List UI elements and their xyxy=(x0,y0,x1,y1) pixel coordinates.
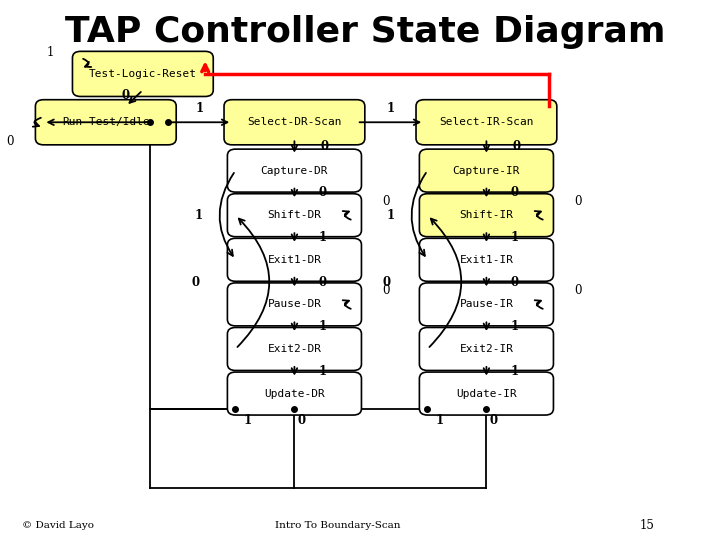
Text: 0: 0 xyxy=(510,275,519,288)
Text: Update-IR: Update-IR xyxy=(456,389,517,399)
Text: 1: 1 xyxy=(196,103,204,116)
Text: Update-DR: Update-DR xyxy=(264,389,325,399)
FancyBboxPatch shape xyxy=(416,100,557,145)
Text: Shift-DR: Shift-DR xyxy=(267,210,321,220)
FancyBboxPatch shape xyxy=(228,283,361,326)
Text: 0: 0 xyxy=(122,89,130,102)
Text: TAP Controller State Diagram: TAP Controller State Diagram xyxy=(65,15,665,49)
Text: 1: 1 xyxy=(387,103,395,116)
FancyBboxPatch shape xyxy=(73,51,213,97)
Text: Shift-IR: Shift-IR xyxy=(459,210,513,220)
Text: Intro To Boundary-Scan: Intro To Boundary-Scan xyxy=(276,521,401,530)
Text: Exit2-IR: Exit2-IR xyxy=(459,344,513,354)
Text: 0: 0 xyxy=(319,275,327,288)
Text: 0: 0 xyxy=(319,186,327,199)
Text: Pause-DR: Pause-DR xyxy=(267,299,321,309)
FancyBboxPatch shape xyxy=(419,194,554,237)
Text: 0: 0 xyxy=(191,275,199,288)
Text: 1: 1 xyxy=(319,320,327,333)
FancyBboxPatch shape xyxy=(419,283,554,326)
Text: 1: 1 xyxy=(319,364,327,378)
Text: 0: 0 xyxy=(6,134,14,147)
Text: 1: 1 xyxy=(194,208,202,222)
Text: 0: 0 xyxy=(510,186,519,199)
FancyBboxPatch shape xyxy=(35,100,176,145)
Text: © David Layo: © David Layo xyxy=(22,521,94,530)
Text: 1: 1 xyxy=(436,414,444,427)
FancyBboxPatch shape xyxy=(419,238,554,281)
Text: 1: 1 xyxy=(510,231,519,244)
Text: 0: 0 xyxy=(574,195,582,208)
Text: Test-Logic-Reset: Test-Logic-Reset xyxy=(89,69,197,79)
Text: 0: 0 xyxy=(297,414,305,427)
Text: Capture-IR: Capture-IR xyxy=(453,166,520,176)
FancyBboxPatch shape xyxy=(228,238,361,281)
Text: 0: 0 xyxy=(574,285,582,298)
FancyBboxPatch shape xyxy=(228,372,361,415)
Text: Exit2-DR: Exit2-DR xyxy=(267,344,321,354)
Text: 0: 0 xyxy=(320,140,329,153)
Text: 0: 0 xyxy=(383,275,391,288)
Text: 0: 0 xyxy=(382,285,390,298)
Text: Run-Test/Idle: Run-Test/Idle xyxy=(62,117,150,127)
Text: Pause-IR: Pause-IR xyxy=(459,299,513,309)
FancyBboxPatch shape xyxy=(419,327,554,370)
Text: Exit1-IR: Exit1-IR xyxy=(459,255,513,265)
Text: 0: 0 xyxy=(513,140,521,153)
Text: 1: 1 xyxy=(510,364,519,378)
Text: 1: 1 xyxy=(47,46,54,59)
Text: Select-DR-Scan: Select-DR-Scan xyxy=(247,117,342,127)
FancyBboxPatch shape xyxy=(419,372,554,415)
Text: 1: 1 xyxy=(319,231,327,244)
FancyBboxPatch shape xyxy=(419,149,554,192)
Text: Capture-DR: Capture-DR xyxy=(261,166,328,176)
Text: 0: 0 xyxy=(489,414,498,427)
Text: 1: 1 xyxy=(387,208,395,222)
FancyBboxPatch shape xyxy=(228,194,361,237)
Text: 15: 15 xyxy=(640,519,654,532)
FancyBboxPatch shape xyxy=(224,100,365,145)
Text: Exit1-DR: Exit1-DR xyxy=(267,255,321,265)
Text: 1: 1 xyxy=(243,414,252,427)
Text: 1: 1 xyxy=(510,320,519,333)
Text: Select-IR-Scan: Select-IR-Scan xyxy=(439,117,534,127)
FancyBboxPatch shape xyxy=(228,149,361,192)
Text: 0: 0 xyxy=(382,195,390,208)
FancyBboxPatch shape xyxy=(228,327,361,370)
